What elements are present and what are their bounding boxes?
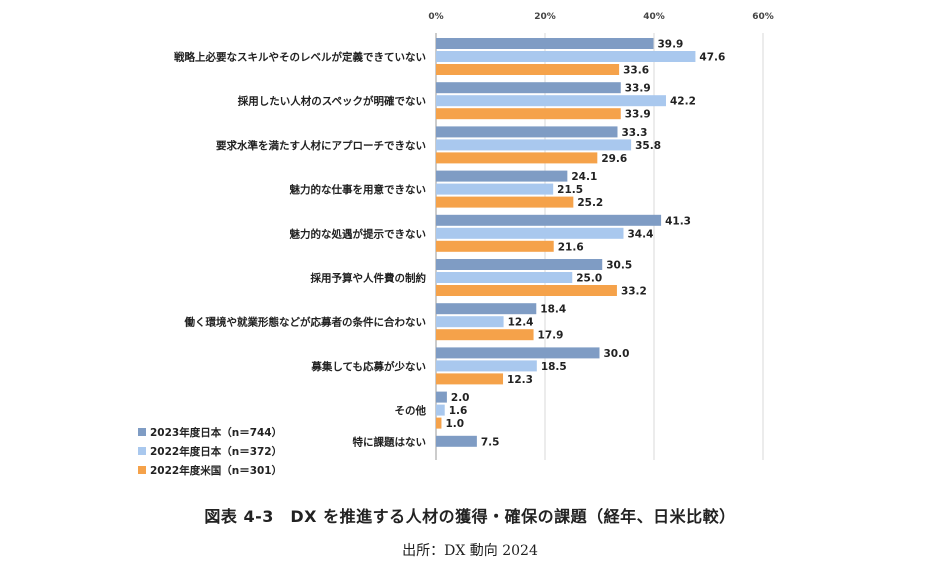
bar [436, 360, 537, 372]
category-label: 採用予算や人件費の制約 [311, 272, 427, 285]
bar [436, 347, 600, 359]
legend-entry: 2023年度日本（n＝744） [150, 426, 282, 439]
figure-caption: 図表 4-3 DX を推進する人材の獲得・確保の課題（経年、日米比較） [204, 507, 736, 526]
category-label: 魅力的な仕事を用意できない [290, 183, 427, 196]
legend: 2023年度日本（n＝744） 2022年度日本（n＝372） 2022年度米国（n… [138, 426, 282, 477]
bar [436, 285, 617, 296]
bar [436, 108, 621, 120]
bar-chart: 0% 20% 40% 60% 39.9 47.6 33.6 33.9 42.2 33.9 33.3… [138, 12, 774, 477]
bar [436, 126, 618, 138]
bar [436, 227, 624, 239]
bar [436, 303, 537, 315]
bar [436, 214, 662, 226]
bar [436, 139, 632, 151]
bar [436, 373, 504, 385]
data-label: 35.8 [635, 140, 661, 152]
bar [436, 183, 554, 195]
legend-entry: 2022年度米国（n＝301） [150, 464, 282, 477]
category-label: 戦略上必要なスキルやそのレベルが定義できていない [174, 51, 426, 64]
data-label: 33.3 [621, 127, 647, 139]
bar [436, 417, 442, 429]
bar [436, 240, 554, 252]
bar [436, 152, 598, 164]
data-label: 30.0 [604, 348, 630, 360]
bar [436, 259, 603, 270]
x-tick-label: 0% [428, 12, 443, 22]
bar [436, 170, 568, 182]
bar [436, 316, 504, 328]
legend-entry: 2022年度日本（n＝372） [150, 445, 282, 458]
bars: 39.9 47.6 33.6 33.9 42.2 33.9 33.335.8 29.6 24.1… [436, 38, 725, 448]
bar [436, 196, 574, 208]
data-label: 18.5 [541, 361, 567, 373]
x-tick-label: 60% [752, 12, 774, 22]
bar [436, 51, 696, 62]
data-label: 21.6 [558, 241, 584, 253]
category-label: その他 [395, 404, 427, 417]
bar [436, 82, 621, 94]
data-label: 2.0 [451, 392, 470, 404]
data-label: 34.4 [627, 228, 653, 240]
data-label: 24.1 [571, 171, 597, 183]
data-label: 33.2 [621, 286, 647, 298]
data-label: 18.4 [540, 304, 566, 316]
data-label: 7.5 [481, 436, 500, 448]
category-label: 働く環境や就業形態などが応募者の条件に合わない [184, 316, 427, 329]
data-label: 33.9 [625, 109, 651, 121]
bar [436, 272, 573, 283]
source-note: 出所：DX 動向 2024 [402, 543, 538, 559]
bar [436, 329, 534, 341]
data-label: 30.5 [606, 260, 632, 272]
bar [436, 38, 654, 49]
x-tick-label: 20% [534, 12, 556, 22]
data-label: 47.6 [699, 52, 725, 64]
data-label: 17.9 [538, 330, 564, 342]
bar [436, 95, 666, 107]
data-label: 42.2 [670, 96, 696, 108]
bar [436, 64, 620, 75]
legend-swatch [138, 447, 146, 455]
data-label: 29.6 [601, 153, 627, 165]
data-label: 12.3 [507, 374, 533, 386]
category-label: 要求水準を満たす人材にアプローチできない [216, 139, 426, 152]
data-label: 12.4 [508, 317, 534, 329]
data-label: 25.2 [577, 197, 603, 209]
x-tick-label: 40% [643, 12, 665, 22]
data-label: 39.9 [657, 39, 683, 51]
category-labels: 戦略上必要なスキルやそのレベルが定義できていない採用したい人材のスペックが明確で… [174, 51, 426, 449]
bar [436, 435, 477, 447]
data-label: 1.6 [449, 405, 468, 417]
category-label: 採用したい人材のスペックが明確でない [238, 95, 426, 108]
data-label: 1.0 [445, 418, 464, 430]
legend-swatch [138, 428, 146, 436]
category-label: 特に課題はない [353, 435, 427, 448]
data-label: 41.3 [665, 215, 691, 227]
category-label: 募集しても応募が少ない [310, 360, 426, 373]
legend-swatch [138, 466, 146, 474]
bar [436, 404, 445, 416]
category-label: 魅力的な処遇が提示できない [290, 227, 427, 240]
data-label: 25.0 [576, 273, 602, 285]
data-label: 33.9 [625, 83, 651, 95]
bar [436, 391, 447, 403]
x-tick-labels: 0% 20% 40% 60% [428, 12, 773, 22]
data-label: 21.5 [557, 184, 583, 196]
data-label: 33.6 [623, 65, 649, 77]
